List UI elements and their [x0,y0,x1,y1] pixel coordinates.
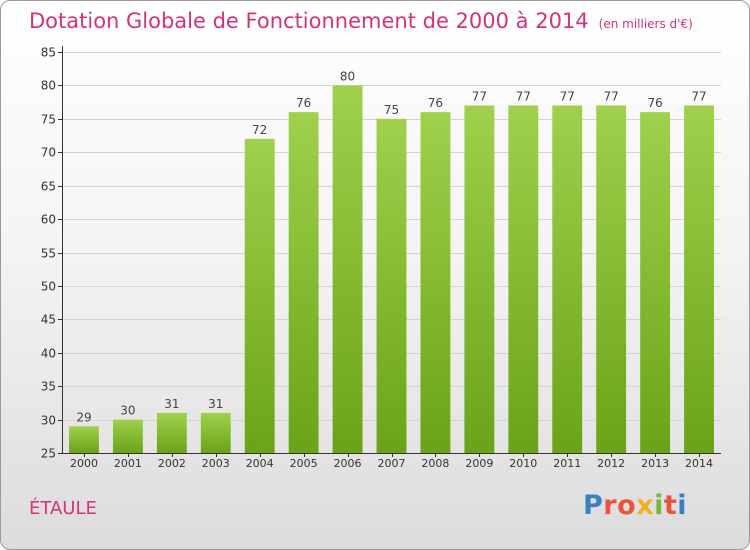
x-tick-label: 2001 [114,457,142,470]
bar [596,105,627,453]
bar-value-label: 77 [604,89,619,103]
bar-value-label: 76 [296,96,311,110]
bar [69,426,99,453]
y-tick-label: 75 [41,113,56,127]
place-name: ÉTAULE [29,498,97,519]
bar [244,138,275,453]
logo-letter: t [663,490,678,521]
bar-value-label: 80 [340,69,355,83]
bar-value-label: 77 [472,89,487,103]
value-labels: 29 30 31 31 72 76 80 75 76 77 77 77 77 76 77 [76,69,706,424]
bar-value-label: 72 [252,123,267,137]
bar [288,112,319,454]
bar [508,105,539,453]
chart-title: Dotation Globale de Fonctionnement de 20… [29,9,693,33]
bar [640,112,671,454]
bar [684,105,714,453]
bar [420,112,451,454]
logo-letter: o [617,490,637,521]
y-tick-label: 25 [41,447,56,461]
logo-letter: i [654,490,664,521]
x-tick-label: 2010 [509,457,537,470]
y-tick-label: 40 [41,347,56,361]
y-tick-label: 55 [41,247,56,261]
x-tick-label: 2008 [421,457,449,470]
logo-letter: r [603,490,618,521]
x-tick-label: 2003 [202,457,230,470]
bar-value-label: 76 [428,96,443,110]
y-tick-label: 50 [41,280,56,294]
bar [376,118,407,453]
y-tick-label: 35 [41,380,56,394]
bars [69,85,714,454]
bar-value-label: 77 [560,89,575,103]
bar-value-label: 76 [647,96,662,110]
y-tick-label: 65 [41,180,56,194]
x-tick-label: 2014 [685,457,713,470]
proxiti-logo: Proxiti [583,490,687,521]
logo-letter: P [583,490,604,521]
bar-value-label: 77 [691,89,706,103]
x-tick-label: 2012 [597,457,625,470]
x-tick-label: 2006 [334,457,362,470]
x-tick-label: 2009 [465,457,493,470]
x-tick-label: 2002 [158,457,186,470]
y-tick-label: 30 [41,414,56,428]
x-tick-label: 2011 [553,457,581,470]
bar-value-label: 29 [76,410,91,424]
chart-title-text: Dotation Globale de Fonctionnement de 20… [29,9,589,33]
bar-value-label: 31 [208,397,223,411]
bar-value-label: 77 [516,89,531,103]
bar [332,85,363,454]
chart-subtitle: (en milliers d'€) [598,17,693,31]
bar-value-label: 30 [120,404,135,418]
bar [112,419,143,453]
x-tick-label: 2007 [378,457,406,470]
logo-letter: i [677,490,688,521]
bar [200,412,231,453]
y-tick-label: 60 [41,213,56,227]
x-tick-label: 2013 [641,457,669,470]
y-tick-label: 85 [41,46,56,60]
x-tick-label: 2000 [70,457,98,470]
x-tick-label: 2005 [290,457,318,470]
y-tick-label: 45 [41,313,56,327]
bar [156,412,187,453]
bar-value-label: 31 [164,397,179,411]
x-tick-label: 2004 [246,457,274,470]
y-tick-label: 80 [41,79,56,93]
logo-letter: x [636,490,655,521]
bar-value-label: 75 [384,103,399,117]
axes: 25 30 35 40 45 50 55 60 65 70 75 80 85 2000 2001 2002 20… [41,46,721,470]
bar [552,105,583,453]
y-tick-label: 70 [41,146,56,160]
bar [464,105,495,453]
